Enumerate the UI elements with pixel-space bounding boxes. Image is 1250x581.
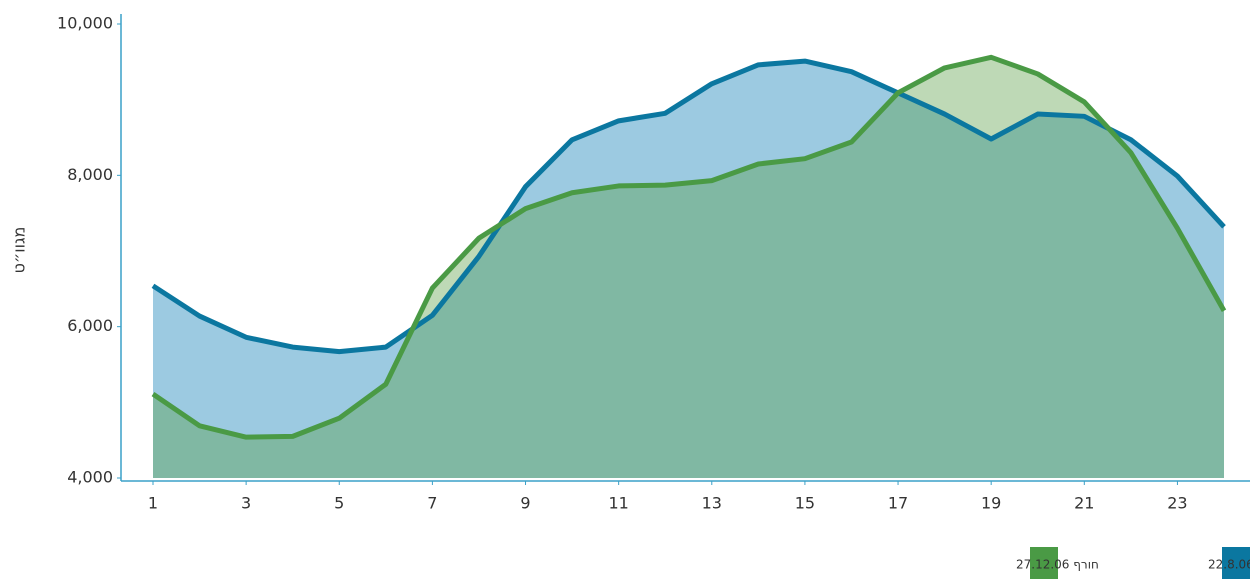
line (151, 58, 1226, 355)
legend-swatch (1030, 547, 1058, 579)
legend-label: קיץ 22.8.06 (1208, 558, 1250, 572)
y-tick-label: 4,000 (67, 468, 113, 487)
y-tick-label: 10,000 (57, 14, 113, 33)
x-tick-label: 23 (1167, 494, 1187, 513)
line (151, 54, 1227, 440)
area (153, 57, 1224, 478)
x-tick-label: 9 (520, 494, 530, 513)
y-axis-label: מגוו״ט (10, 227, 29, 274)
x-tick-label: 19 (981, 494, 1001, 513)
x-tick-label: 15 (795, 494, 815, 513)
x-tick-label: 7 (427, 494, 437, 513)
x-tick-label: 11 (608, 494, 628, 513)
x-tick-label: 5 (334, 494, 344, 513)
x-tick-label: 17 (888, 494, 908, 513)
x-tick-label: 3 (241, 494, 251, 513)
legend-swatch (1222, 547, 1250, 579)
x-tick-label: 13 (702, 494, 722, 513)
x-tick-label: 21 (1074, 494, 1094, 513)
x-tick-label: 1 (148, 494, 158, 513)
legend-label: חורף 27.12.06 (1016, 558, 1099, 572)
y-tick-label: 6,000 (67, 316, 113, 335)
area (153, 61, 1224, 479)
y-tick-label: 8,000 (67, 165, 113, 184)
